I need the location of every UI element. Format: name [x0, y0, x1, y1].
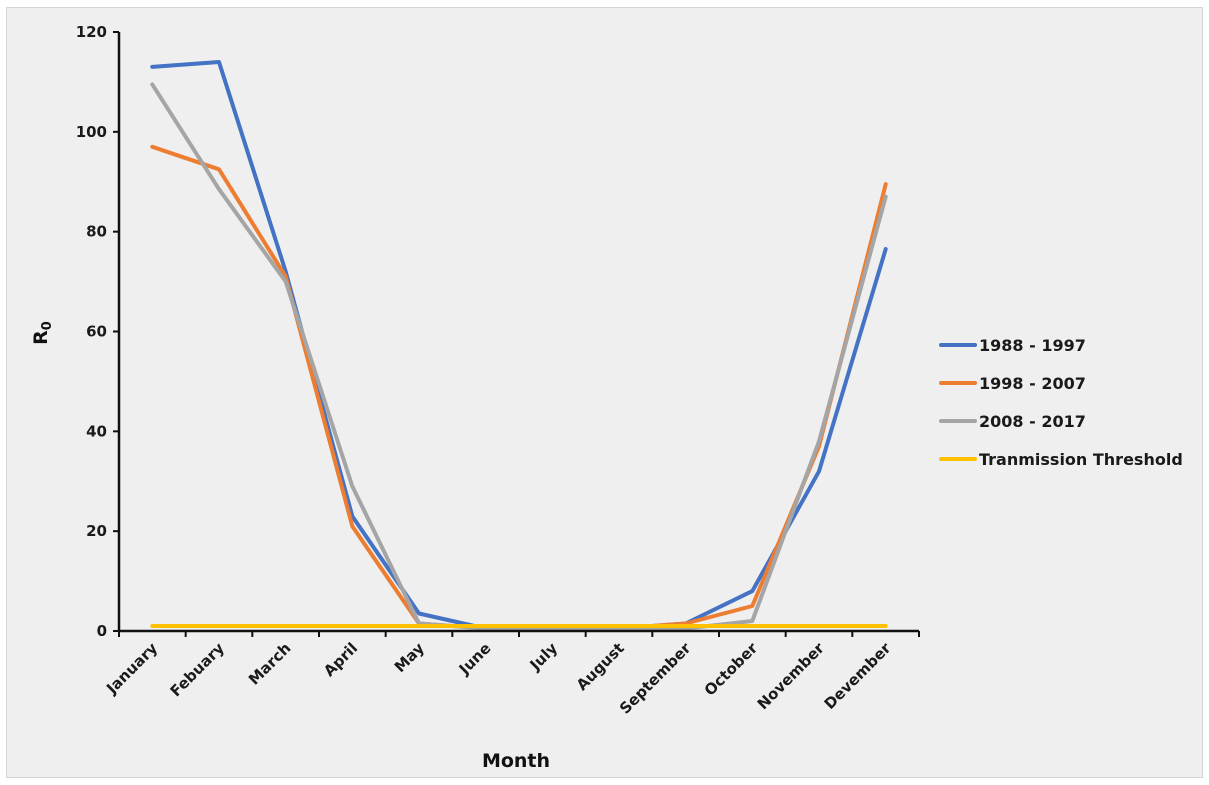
- series-line-3: [150, 82, 888, 631]
- y-tick-label: 40: [86, 422, 107, 440]
- y-tick-label: 20: [86, 522, 107, 540]
- x-tick-label: November: [754, 639, 828, 713]
- x-tick-label: January: [102, 639, 161, 698]
- y-axis-title-main: R: [30, 330, 52, 345]
- y-axis-title-sub: 0: [40, 321, 55, 330]
- legend-label-2: 1998 - 2007: [979, 374, 1086, 393]
- legend: 1988 - 1997 1998 - 2007 2008 - 2017 Tranmis…: [939, 336, 1183, 469]
- x-tick-label: Devember: [821, 639, 895, 713]
- y-tick-label: 120: [76, 23, 107, 41]
- y-tick-label: 0: [97, 622, 107, 640]
- line-chart: 0 20 40 60 80 100 120 January Febuary March April M…: [30, 23, 1183, 772]
- y-tick-label: 80: [86, 223, 107, 241]
- x-tick-label: July: [526, 639, 562, 675]
- x-tick-label: March: [245, 639, 295, 689]
- series-layer: [150, 60, 888, 631]
- legend-label-3: 2008 - 2017: [979, 412, 1086, 431]
- axes-layer: 0 20 40 60 80 100 120 January Febuary March April M…: [76, 23, 920, 718]
- series-line-1: [150, 60, 888, 631]
- x-tick-label: Febuary: [167, 639, 228, 700]
- x-tick-label: August: [573, 639, 628, 694]
- legend-label-4: Tranmission Threshold: [979, 450, 1183, 469]
- x-tick-label: April: [320, 639, 361, 680]
- y-axis-title: R0: [30, 321, 55, 345]
- x-tick-label: September: [616, 639, 695, 718]
- chart-frame: 0 20 40 60 80 100 120 January Febuary March April M…: [6, 7, 1203, 778]
- y-tick-label: 60: [86, 323, 107, 341]
- x-tick-label: October: [701, 639, 762, 700]
- legend-label-1: 1988 - 1997: [979, 336, 1086, 355]
- x-axis-title: Month: [482, 750, 550, 772]
- x-tick-label: May: [391, 639, 428, 676]
- y-tick-label: 100: [76, 123, 107, 141]
- x-tick-label: June: [455, 639, 495, 679]
